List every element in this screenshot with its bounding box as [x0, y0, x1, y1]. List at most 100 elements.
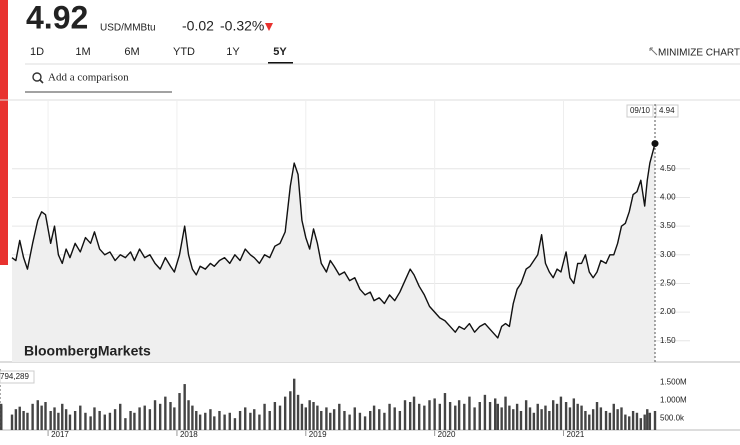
- cursor-date-box: [626, 104, 654, 118]
- volume-bar: [183, 384, 186, 430]
- volume-bar: [18, 406, 21, 430]
- volume-bar: [608, 412, 612, 430]
- volume-bar: [540, 409, 543, 430]
- volume-bar: [448, 402, 452, 430]
- y-tick-label: 1.500M: [660, 377, 687, 386]
- volume-bar: [283, 396, 287, 430]
- volume-bar: [576, 403, 579, 430]
- volume-bar: [612, 403, 615, 430]
- volume-bar: [358, 412, 362, 430]
- volume-bar: [646, 409, 649, 430]
- volume-bar: [61, 403, 64, 430]
- volume-bar: [124, 418, 127, 430]
- volume-bar: [79, 405, 82, 430]
- volume-bar: [412, 396, 416, 430]
- volume-bar: [388, 403, 391, 430]
- volume-bar: [223, 414, 226, 430]
- last-point: [651, 140, 659, 148]
- volume-bar: [278, 405, 282, 430]
- volume-bar: [218, 410, 221, 430]
- volume-bar: [438, 403, 442, 430]
- volume-bar: [343, 410, 346, 430]
- volume-bar: [555, 403, 559, 430]
- cursor-value-box: [655, 104, 679, 118]
- volume-bar: [22, 410, 25, 430]
- accent-bar: [0, 0, 8, 265]
- x-tick-label: 2019: [309, 430, 327, 439]
- range-button[interactable]: 1M: [75, 46, 90, 58]
- volume-bar: [138, 407, 141, 430]
- volume-bar: [31, 403, 34, 430]
- volume-bar: [228, 412, 231, 430]
- cursor-value: 4.94: [659, 106, 675, 115]
- volume-bar: [519, 410, 523, 430]
- y-tick-label: 2.50: [660, 279, 676, 288]
- volume-bar: [500, 407, 503, 430]
- volume-bar: [258, 414, 261, 430]
- price-panel: 1.50 2.00 2.50 3.00 3.50 4.00 4.50 09/10 4.94: [0, 100, 740, 363]
- volume-bar: [143, 405, 146, 430]
- volume-bar: [599, 407, 603, 430]
- volume-bar: [616, 409, 619, 430]
- volume-bar: [164, 396, 167, 430]
- search-icon: [32, 72, 42, 82]
- range-button[interactable]: YTD: [173, 46, 195, 58]
- area-fill: [12, 143, 655, 362]
- volume-bar: [568, 407, 572, 430]
- volume-bar: [26, 412, 29, 430]
- volume-bar: [57, 412, 60, 430]
- x-tick-label: 2017: [51, 430, 69, 439]
- volume-bar: [653, 410, 657, 430]
- x-tick-label: 2020: [438, 430, 456, 439]
- volume-bar: [588, 414, 591, 430]
- volume-bar: [325, 407, 328, 430]
- y-tick-label: 4.00: [660, 193, 676, 202]
- volume-bar: [292, 378, 296, 430]
- range-button[interactable]: 6M: [124, 46, 139, 58]
- volume-bar: [584, 410, 587, 430]
- volume-bar: [0, 407, 3, 430]
- volume-bar: [273, 402, 277, 430]
- volume-bar: [552, 400, 555, 430]
- y-tick-label: 500.0k: [660, 413, 685, 422]
- volume-bar: [468, 396, 471, 430]
- change-pct: -0.32%: [220, 18, 264, 34]
- volume-bar: [40, 405, 43, 430]
- volume-bar: [53, 407, 56, 430]
- range-button[interactable]: 1Y: [226, 46, 240, 58]
- search-input[interactable]: Add a comparison: [48, 72, 129, 84]
- volume-bar: [329, 412, 332, 430]
- volume-bar: [353, 407, 356, 430]
- volume-bar: [44, 402, 47, 430]
- volume-bar: [108, 412, 112, 430]
- volume-bar: [417, 403, 421, 430]
- price: 4.92: [26, 0, 88, 35]
- minimize-label[interactable]: MINIMIZE CHART: [658, 48, 740, 59]
- volume-bar: [580, 405, 583, 430]
- volume-bar: [233, 418, 237, 430]
- watermark: BloombergMarkets: [24, 343, 151, 359]
- volume-bar: [68, 414, 72, 430]
- volume-bar: [515, 403, 519, 430]
- minimize-button[interactable]: MINIMIZE CHART: [649, 47, 740, 59]
- search-icon-handle: [39, 79, 44, 84]
- range-button[interactable]: 1D: [30, 46, 44, 58]
- volume-bar: [504, 396, 507, 430]
- range-button[interactable]: 5Y: [273, 46, 287, 58]
- volume-bar: [187, 400, 190, 430]
- minimize-icon: [649, 47, 658, 56]
- cursor-value-box: [0, 370, 35, 384]
- volume-bar: [93, 407, 96, 430]
- volume-bar: [620, 407, 623, 430]
- volume-bar: [508, 405, 511, 430]
- volume-bar: [209, 409, 212, 430]
- volume-bar: [428, 400, 431, 430]
- volume-bar: [198, 414, 202, 430]
- volume-bar: [544, 405, 547, 430]
- volume-bar: [10, 414, 14, 430]
- volume-bar: [244, 407, 247, 430]
- volume-bar: [631, 410, 635, 430]
- x-tick-label: 2018: [180, 430, 198, 439]
- volume-bar: [443, 393, 447, 430]
- volume-bar: [559, 396, 563, 430]
